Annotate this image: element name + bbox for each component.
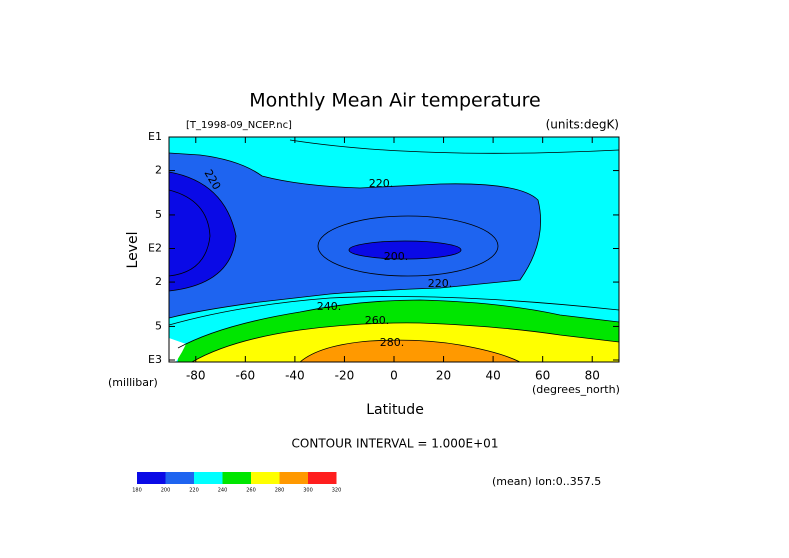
colorbar-box bbox=[194, 472, 223, 484]
colorbar-box bbox=[279, 472, 308, 484]
colorbar-box bbox=[222, 472, 251, 484]
plot-area bbox=[169, 137, 619, 362]
contour-line bbox=[191, 322, 619, 362]
colorbar-box bbox=[251, 472, 280, 484]
x-axis-label: Latitude bbox=[366, 402, 424, 418]
colorbar-box bbox=[165, 472, 194, 484]
contour-fill bbox=[169, 153, 541, 318]
contour-label: 280. bbox=[380, 336, 405, 349]
footnote: (mean) lon:0..357.5 bbox=[492, 475, 601, 488]
contour-line bbox=[299, 339, 521, 362]
contour-label: 200. bbox=[384, 250, 409, 263]
x-units: (degrees_north) bbox=[532, 383, 620, 396]
y-tick-label: 2 bbox=[155, 164, 162, 177]
colorbar-label: 300 bbox=[303, 488, 313, 494]
x-tick-label: -80 bbox=[186, 369, 206, 383]
contour-line bbox=[348, 240, 462, 260]
contour-fill bbox=[169, 172, 236, 291]
contour-line bbox=[169, 171, 237, 292]
contour-fill bbox=[349, 241, 461, 259]
x-tick-label: 20 bbox=[436, 369, 451, 383]
y-tick-label: E1 bbox=[148, 130, 162, 143]
contour-interval: CONTOUR INTERVAL = 1.000E+01 bbox=[292, 437, 499, 451]
contour-label: 220. bbox=[428, 277, 453, 290]
units-label: (units:degK) bbox=[546, 118, 619, 132]
contour-line bbox=[177, 299, 619, 349]
x-tick-label: 40 bbox=[485, 369, 500, 383]
x-tick-label: 80 bbox=[585, 369, 600, 383]
colorbar-box bbox=[137, 472, 166, 484]
colorbar-box bbox=[308, 472, 337, 484]
x-tick-label: -40 bbox=[285, 369, 305, 383]
colorbar-label: 240 bbox=[218, 488, 228, 494]
contour-label: 260. bbox=[365, 314, 390, 327]
contour-label: 240. bbox=[317, 300, 342, 313]
chart-title: Monthly Mean Air temperature bbox=[249, 90, 540, 112]
contour-line bbox=[169, 296, 619, 326]
colorbar-label: 180 bbox=[132, 488, 142, 494]
contour-line bbox=[169, 152, 541, 319]
contour-line bbox=[169, 189, 211, 277]
file-label: [T_1998-09_NCEP.nc] bbox=[186, 120, 292, 131]
contour-fill bbox=[300, 340, 520, 362]
colorbar-label: 200 bbox=[161, 488, 171, 494]
colorbar-label: 220 bbox=[189, 488, 199, 494]
colorbar-label: 260 bbox=[246, 488, 256, 494]
y-units: (millibar) bbox=[108, 376, 158, 389]
y-tick-label: 5 bbox=[155, 319, 162, 332]
x-tick-label: 60 bbox=[535, 369, 550, 383]
x-tick-label: -20 bbox=[335, 369, 355, 383]
y-tick-label: 2 bbox=[155, 275, 162, 288]
y-tick-label: E2 bbox=[148, 242, 162, 255]
colorbar-label: 320 bbox=[332, 488, 342, 494]
y-tick-label: 5 bbox=[155, 208, 162, 221]
missing-data bbox=[169, 338, 186, 362]
contour-label: 220. bbox=[369, 177, 394, 190]
contour-line bbox=[289, 139, 619, 154]
contour-line bbox=[317, 215, 499, 277]
x-tick-label: 0 bbox=[390, 369, 398, 383]
colorbar-label: 280 bbox=[275, 488, 285, 494]
x-tick-label: -60 bbox=[236, 369, 256, 383]
y-axis-label: Level bbox=[125, 232, 141, 269]
y-tick-label: E3 bbox=[148, 353, 162, 366]
